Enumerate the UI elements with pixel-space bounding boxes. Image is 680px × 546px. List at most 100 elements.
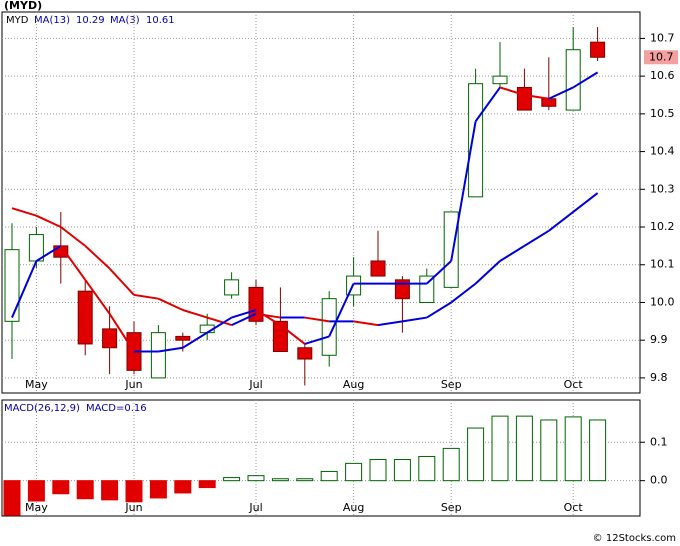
macd-bar — [27, 480, 45, 502]
macd-value: MACD=0.16 — [86, 403, 147, 414]
macd-bar — [418, 455, 436, 482]
macd-bar — [393, 459, 411, 482]
ma-line-segment — [450, 121, 477, 262]
y-tick-label: 10.6 — [650, 69, 675, 82]
macd-bar — [125, 480, 143, 503]
candle-body — [4, 249, 20, 322]
ma-line-segment — [328, 283, 355, 337]
macd-bar — [223, 477, 241, 482]
ma-line-segment — [182, 331, 208, 349]
ma-line-segment — [548, 211, 574, 232]
ma-line-segment — [35, 245, 62, 262]
candle-body — [468, 83, 484, 198]
ma-line-segment — [499, 245, 525, 262]
ma-line-segment — [60, 226, 86, 247]
ma-line-segment — [206, 316, 232, 327]
x-tick-label: May — [25, 378, 48, 391]
macd-bar — [247, 475, 265, 482]
ma-line-segment — [474, 86, 501, 122]
macd-bar — [491, 415, 509, 482]
ma-line-segment — [84, 279, 111, 315]
legend-ma13: MA(13) — [34, 15, 70, 26]
macd-bar — [369, 459, 387, 482]
macd-bar — [198, 480, 216, 489]
chart-title: (MYD) — [4, 0, 42, 12]
candle-body — [492, 75, 508, 85]
ma-line-segment — [524, 94, 549, 100]
x-tick-label: Jun — [124, 378, 142, 391]
candle-body — [321, 298, 337, 356]
ma-line-segment — [255, 309, 281, 326]
legend-symbol: MYD — [6, 15, 29, 26]
macd-bar — [442, 447, 460, 482]
x-tick-label: Jul — [248, 501, 262, 514]
ma-line-segment — [572, 192, 599, 213]
macd-bar — [3, 480, 21, 516]
candle-body — [102, 328, 118, 349]
ma-line-segment — [157, 297, 184, 311]
macd-bar — [76, 480, 94, 500]
last-price-label: 10.7 — [649, 50, 674, 63]
ma-line-segment — [11, 207, 37, 217]
y-tick-label: 10.5 — [650, 107, 675, 120]
legend-ma13-value: 10.29 — [76, 15, 105, 26]
legend-ma3-value: 10.61 — [146, 15, 175, 26]
ma-line-segment — [450, 282, 477, 304]
y-tick-label: 10.2 — [650, 220, 675, 233]
x-tick-label: Oct — [564, 501, 584, 514]
x-tick-label: Oct — [564, 378, 584, 391]
ma-line-segment — [426, 301, 452, 319]
x-tick-label: Sep — [441, 501, 462, 514]
candle-body — [150, 332, 166, 379]
ma-line-segment — [133, 293, 159, 300]
ma-line-segment — [108, 313, 135, 353]
ma-line-segment — [255, 312, 281, 319]
macd-bar — [149, 480, 167, 499]
macd-bar — [564, 416, 582, 482]
ma-line-segment — [474, 260, 501, 285]
candle-body — [175, 335, 191, 341]
ma-line-segment — [231, 312, 257, 327]
ma-line-segment — [523, 229, 550, 247]
ma-line-segment — [182, 309, 208, 319]
x-tick-label: Jun — [124, 501, 142, 514]
ma-line-segment — [499, 86, 525, 96]
ma-line-segment — [279, 324, 306, 345]
ma-line-segment — [426, 260, 452, 285]
ma-line-segment — [158, 346, 183, 353]
macd-bar — [101, 480, 119, 501]
macd-bar — [540, 419, 558, 482]
footer: © 12Stocks.com — [593, 533, 676, 544]
candle-body — [590, 41, 606, 58]
ma-line-segment — [108, 267, 135, 296]
ma-line-segment — [11, 260, 38, 318]
ma-line-segment — [304, 335, 330, 345]
y-tick-label: 10.4 — [650, 145, 675, 158]
macd-bar — [345, 462, 363, 482]
y-tick-label: 0.1 — [650, 435, 668, 448]
candle-body — [224, 279, 240, 296]
candle-body — [370, 260, 386, 277]
x-tick-label: Sep — [441, 378, 462, 391]
ma-line-segment — [402, 316, 427, 323]
ma-line-segment — [206, 316, 233, 334]
ma-line-segment — [231, 309, 257, 319]
legend-ma3: MA(3) — [110, 15, 140, 26]
main-frame — [1, 11, 641, 394]
x-tick-label: May — [25, 501, 48, 514]
ma-line-segment — [84, 245, 111, 270]
candle-body — [541, 98, 557, 107]
x-tick-label: Aug — [343, 378, 364, 391]
candle-body — [565, 49, 581, 111]
macd-frame — [1, 399, 641, 517]
ma-line-segment — [572, 71, 599, 89]
ma-line-segment — [548, 86, 574, 100]
macd-bar — [515, 415, 533, 482]
candle-body — [77, 290, 93, 345]
macd-bar — [174, 480, 192, 494]
last-price-box — [644, 50, 678, 65]
y-tick-label: 0.0 — [650, 474, 668, 487]
macd-bar — [320, 470, 338, 482]
ma-line-segment — [35, 214, 62, 228]
